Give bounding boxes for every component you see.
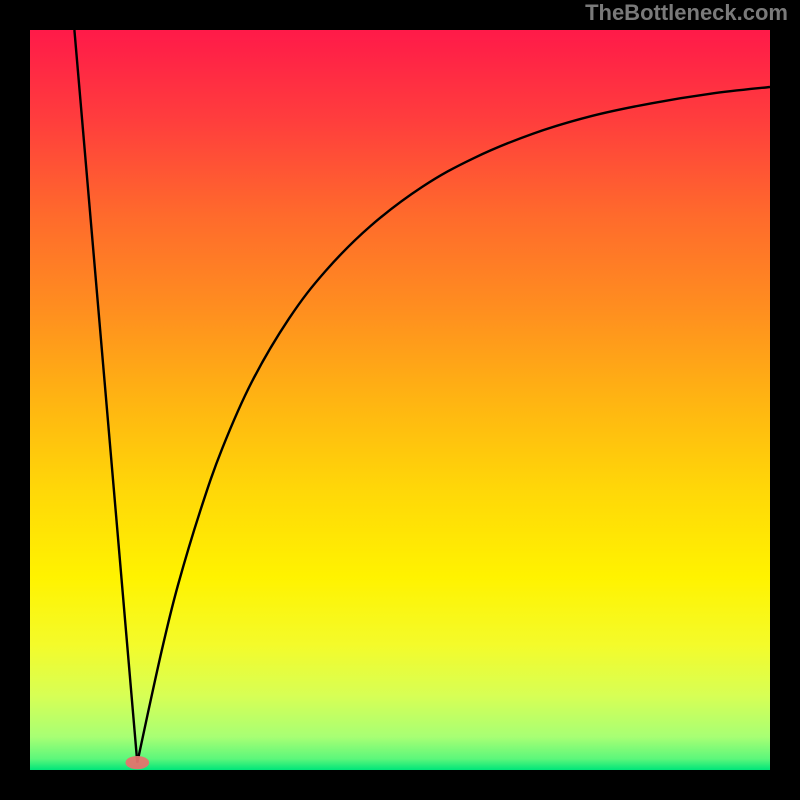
watermark-text: TheBottleneck.com (585, 0, 788, 26)
gradient-background (30, 30, 770, 770)
outer-frame: TheBottleneck.com (0, 0, 800, 800)
minimum-marker (125, 756, 149, 769)
plot-area (30, 30, 770, 770)
chart-svg (30, 30, 770, 770)
